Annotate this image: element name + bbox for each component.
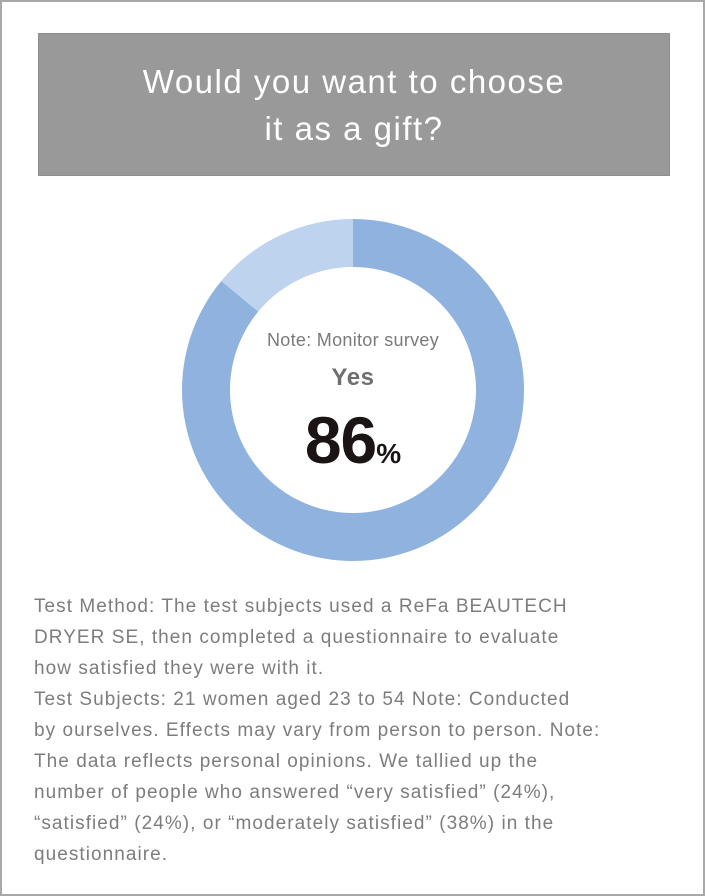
donut-slice-other <box>221 219 353 312</box>
percentage-unit: % <box>376 438 402 469</box>
monitor-survey-note: Note: Monitor survey <box>266 330 440 350</box>
donut-chart <box>181 218 525 562</box>
title-banner: Would you want to choose it as a gift? <box>38 33 670 176</box>
footnotes: Test Method: The test subjects used a Re… <box>34 591 684 870</box>
donut-chart-svg <box>181 219 524 561</box>
answer-label: Yes <box>331 364 375 391</box>
test-method-text: Test Method: The test subjects used a Re… <box>34 596 568 679</box>
percentage-number: 86 <box>304 403 377 477</box>
donut-center-label: Note: Monitor survey Yes 86% <box>181 218 525 562</box>
title-line-2: it as a gift? <box>264 109 444 147</box>
test-subjects-text: Test Subjects: 21 women aged 23 to 54 No… <box>34 689 601 865</box>
percentage-value: 86% <box>181 402 525 478</box>
title-line-1: Would you want to choose <box>142 62 566 100</box>
